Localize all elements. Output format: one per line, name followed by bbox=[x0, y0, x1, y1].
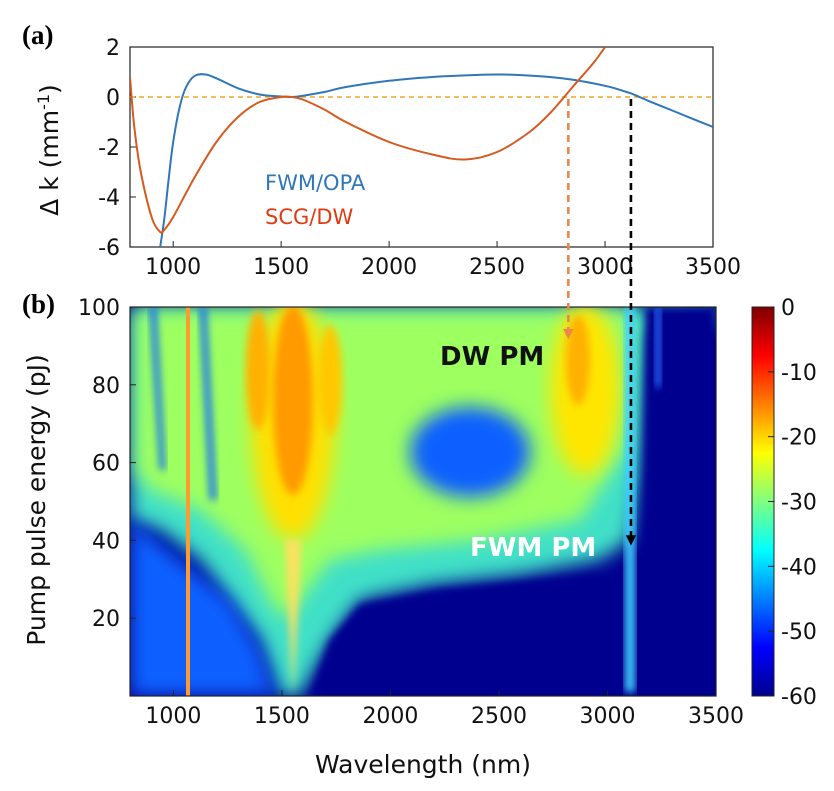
legend-scg-dw: SCG/DW bbox=[265, 205, 354, 229]
x-tick-label: 3000 bbox=[579, 704, 635, 729]
heatmap-vertical-line bbox=[186, 307, 190, 696]
y-tick-label: 40 bbox=[92, 529, 120, 554]
heatmap-pump-orange bbox=[273, 307, 313, 495]
y-tick-label: 100 bbox=[78, 296, 120, 321]
colorbar-tick-label: -20 bbox=[781, 426, 817, 451]
heatmap-blue-hole bbox=[410, 407, 530, 497]
scg-dw-curve bbox=[130, 47, 606, 234]
colorbar-tick-label: -50 bbox=[781, 620, 817, 645]
x-tick-label: 1500 bbox=[254, 704, 310, 729]
x-tick-label: 2000 bbox=[361, 255, 417, 280]
x-tick-label: 3000 bbox=[577, 255, 633, 280]
colorbar-tick-label: -10 bbox=[781, 361, 817, 386]
y-tick-label: 60 bbox=[92, 452, 120, 477]
legend-fwm-opa: FWM/OPA bbox=[265, 171, 366, 195]
panel-b-frame bbox=[129, 306, 717, 697]
y-tick-label: -6 bbox=[98, 236, 120, 261]
x-tick-label: 3500 bbox=[685, 255, 741, 280]
y-tick-label: -4 bbox=[98, 186, 120, 211]
y-tick-label: 2 bbox=[106, 36, 120, 61]
fwm-opa-curve bbox=[159, 73, 713, 247]
colorbar-tick-label: -30 bbox=[781, 491, 817, 516]
panel-a-frame bbox=[129, 46, 714, 248]
x-tick-label: 3500 bbox=[688, 704, 744, 729]
y-tick-label: 0 bbox=[106, 86, 120, 111]
y-tick-label: -2 bbox=[98, 136, 120, 161]
y-tick-label: 20 bbox=[92, 607, 120, 632]
heatmap-striation bbox=[200, 307, 216, 500]
panel-a-x-ticks: 1000 1500 2000 2500 3000 3500 bbox=[145, 241, 741, 280]
panel-a-label: (a) bbox=[22, 20, 53, 50]
heatmap-blue-ramp-left bbox=[130, 520, 275, 696]
panel-b-x-axis-title: Wavelength (nm) bbox=[315, 750, 531, 779]
x-tick-label: 2000 bbox=[362, 704, 418, 729]
panel-a-y-axis-title: Δ k (mm-1) bbox=[34, 84, 64, 216]
x-tick-label: 2500 bbox=[469, 255, 525, 280]
fwm-pm-label: FWM PM bbox=[470, 533, 596, 563]
heatmap-pump-tail bbox=[285, 540, 301, 696]
panel-a-y-ticks: 2 0 -2 -4 -6 bbox=[98, 36, 136, 261]
heatmap-right-streak bbox=[655, 307, 661, 387]
x-tick-label: 1000 bbox=[145, 704, 201, 729]
heatmap-dark-bottom bbox=[310, 575, 620, 696]
colorbar-tick-label: -40 bbox=[781, 555, 817, 580]
panel-b-x-ticks: 1000 1500 2000 2500 3000 3500 bbox=[145, 690, 744, 729]
heatmap-side-lobe-left bbox=[246, 310, 270, 430]
heatmap-side-lobe-right bbox=[318, 325, 342, 435]
panel-b: (b) bbox=[22, 289, 817, 779]
dw-pm-label: DW PM bbox=[440, 342, 544, 372]
y-tick-label: 80 bbox=[92, 374, 120, 399]
panel-a: (a) 2 0 -2 -4 -6 1000 1500 2000 2500 3000 3500 Δ … bbox=[22, 20, 741, 280]
x-tick-label: 2500 bbox=[471, 704, 527, 729]
panel-b-y-ticks: 100 80 60 40 20 bbox=[78, 296, 136, 632]
heatmap-striation bbox=[150, 307, 165, 470]
panel-b-y-axis-title: Pump pulse energy (pJ) bbox=[22, 354, 51, 645]
colorbar-ticks: 0 -10 -20 -30 -40 -50 -60 bbox=[768, 296, 817, 710]
colorbar-tick-label: 0 bbox=[781, 296, 795, 321]
x-tick-label: 1000 bbox=[145, 255, 201, 280]
colorbar-tick-label: -60 bbox=[781, 685, 817, 710]
heatmap bbox=[130, 307, 716, 696]
x-tick-label: 1500 bbox=[253, 255, 309, 280]
panel-b-label: (b) bbox=[22, 289, 55, 319]
